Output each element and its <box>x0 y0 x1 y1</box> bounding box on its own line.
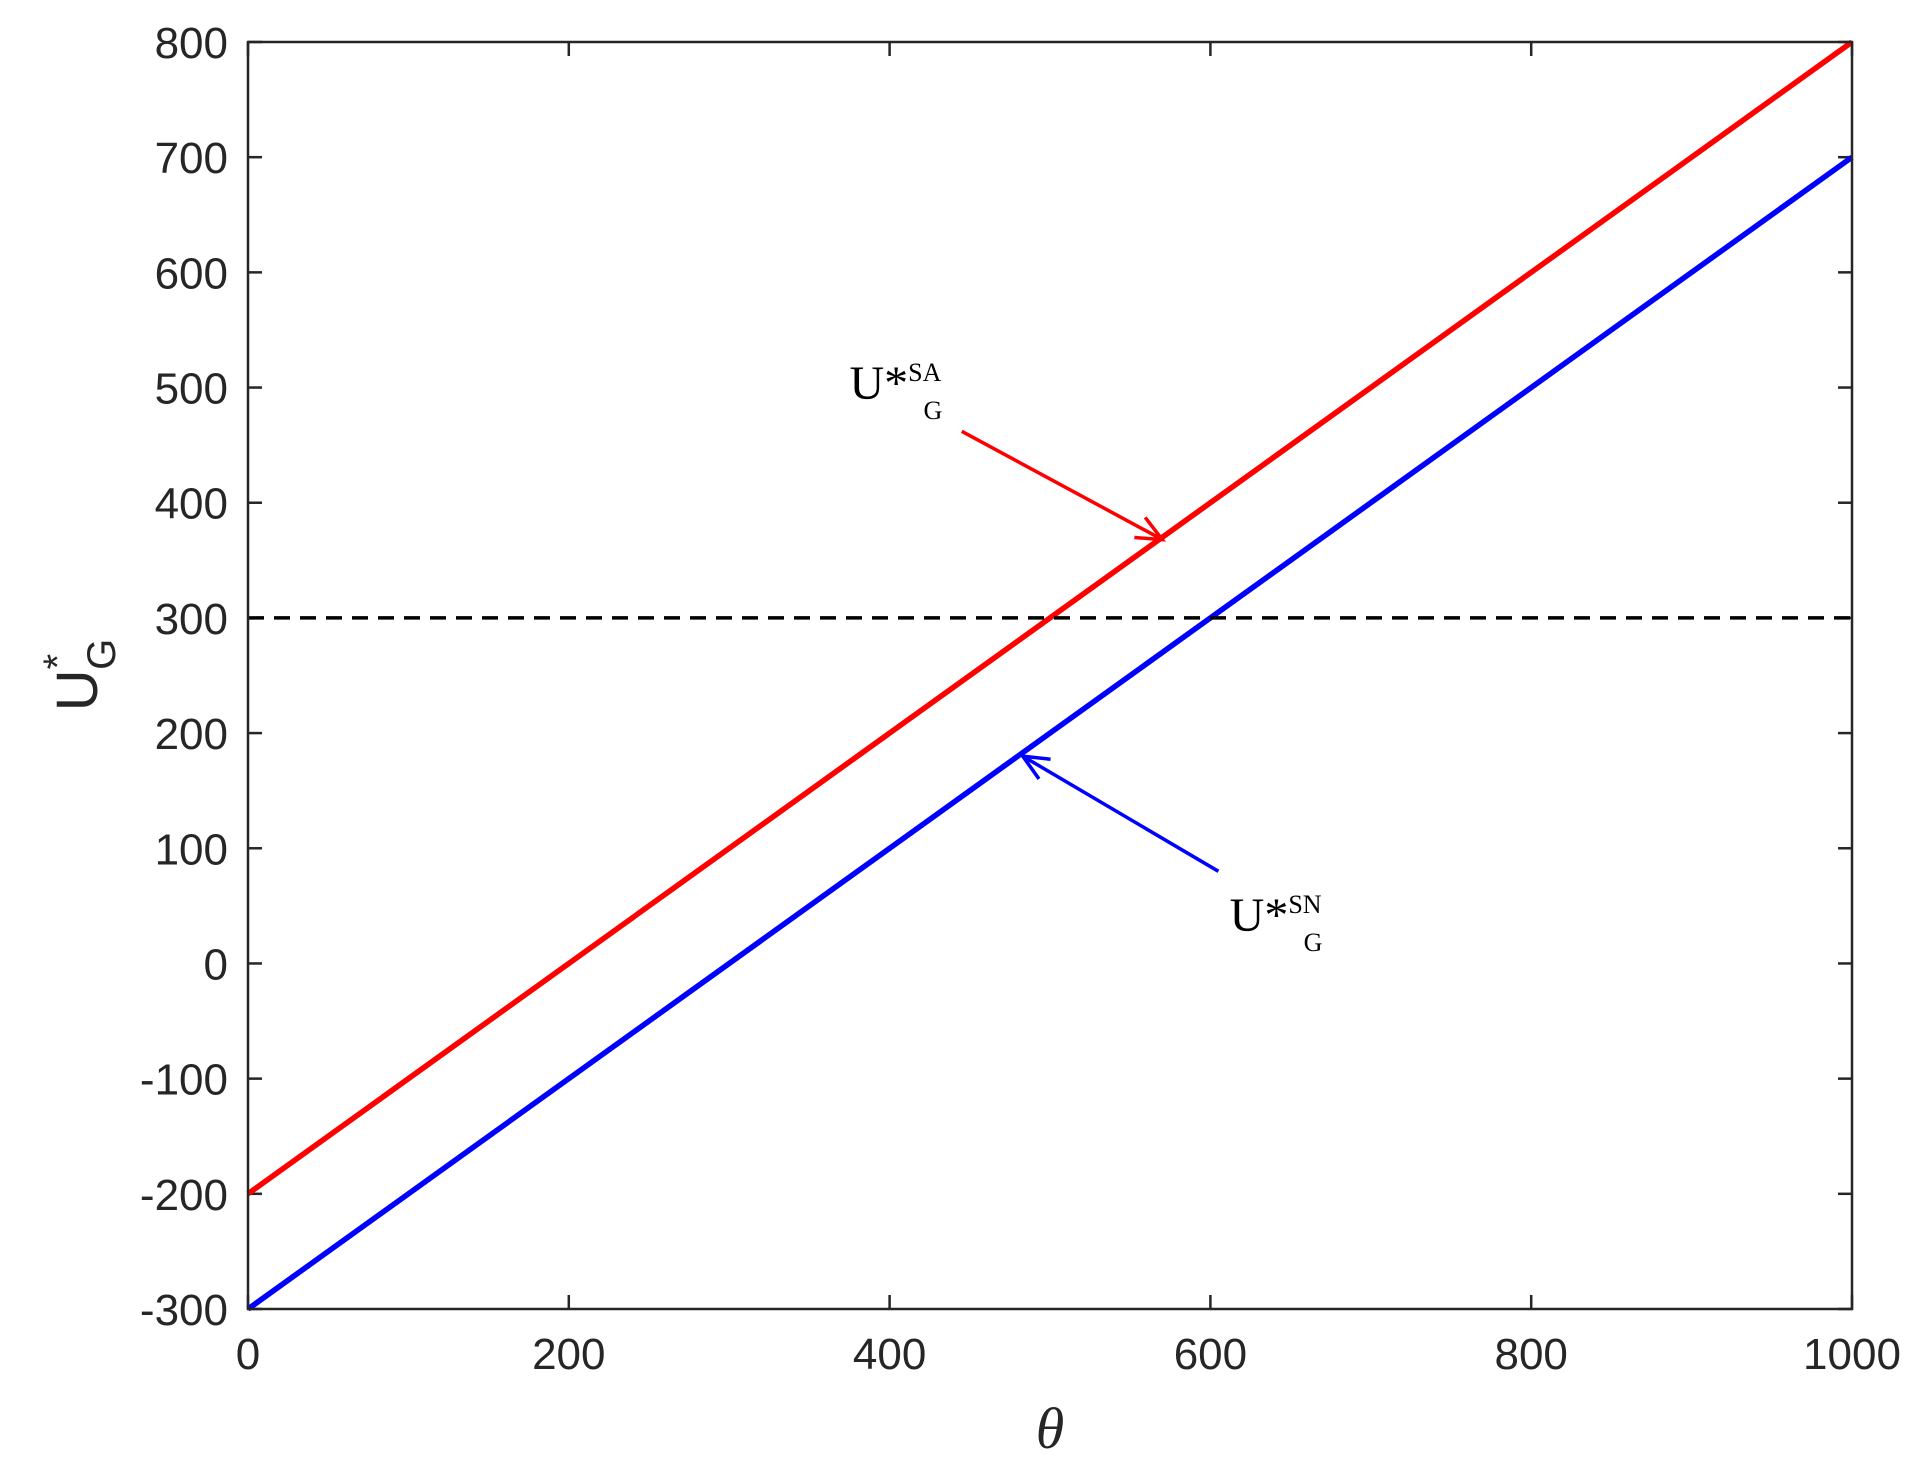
y-tick-label: 700 <box>155 134 228 183</box>
x-axis-label: θ <box>1036 1396 1065 1461</box>
y-tick-label: 0 <box>204 940 228 989</box>
y-tick-label: 200 <box>155 710 228 759</box>
plot-frame <box>246 40 1854 1311</box>
tick-layer: 0 200 400 600 800 1000 -300 -200 -100 0 100 200 300 4… <box>140 19 1901 1379</box>
series-layer <box>246 39 1854 1312</box>
x-tick-label: 200 <box>532 1330 605 1379</box>
annotation-label-base: U <box>850 357 885 410</box>
y-tick-label: 400 <box>155 480 228 529</box>
annotation-label-sn: U*SN G <box>1230 889 1323 957</box>
y-tick-label: 800 <box>155 19 228 68</box>
annotation-label-star: * <box>1264 889 1288 942</box>
annotation-label-superscript: SN <box>1288 890 1321 919</box>
y-axis-label-subscript: G <box>80 639 124 670</box>
annotation-layer: U*SA GU*SN G <box>850 357 1323 957</box>
annotation-label-star: * <box>884 357 908 410</box>
x-tick-label: 1000 <box>1803 1330 1901 1379</box>
y-axis-label: U*G <box>36 639 124 712</box>
y-tick-label: -100 <box>140 1056 228 1105</box>
y-tick-label: 600 <box>155 249 228 298</box>
series-line-sn <box>246 154 1854 1312</box>
annotation-label-subscript: G <box>1304 928 1323 957</box>
annotation-label-subscript: G <box>924 396 943 425</box>
y-tick-label: 300 <box>155 595 228 644</box>
x-tick-label: 0 <box>236 1330 260 1379</box>
y-tick-label: 100 <box>155 825 228 874</box>
y-tick-label: -300 <box>140 1286 228 1335</box>
annotation-arrowhead-sn <box>1019 753 1051 780</box>
annotation-arrow-sn <box>1021 754 1220 873</box>
series-line-sa <box>246 39 1854 1197</box>
x-tick-label: 800 <box>1494 1330 1567 1379</box>
annotation-arrow-sa <box>960 429 1164 542</box>
y-axis-label-superscript: * <box>36 654 80 670</box>
y-tick-label: -200 <box>140 1171 228 1220</box>
y-tick-label: 500 <box>155 365 228 414</box>
x-tick-label: 400 <box>853 1330 926 1379</box>
annotation-label-superscript: SA <box>908 358 941 387</box>
annotation-label-base: U <box>1230 889 1265 942</box>
annotation-label-sa: U*SA G <box>850 357 943 425</box>
x-tick-label: 600 <box>1174 1330 1247 1379</box>
axis-label-layer: θ U*G <box>36 639 1064 1461</box>
y-axis-label-base: U <box>45 669 110 711</box>
annotation-arrowhead-sa <box>1134 516 1167 542</box>
